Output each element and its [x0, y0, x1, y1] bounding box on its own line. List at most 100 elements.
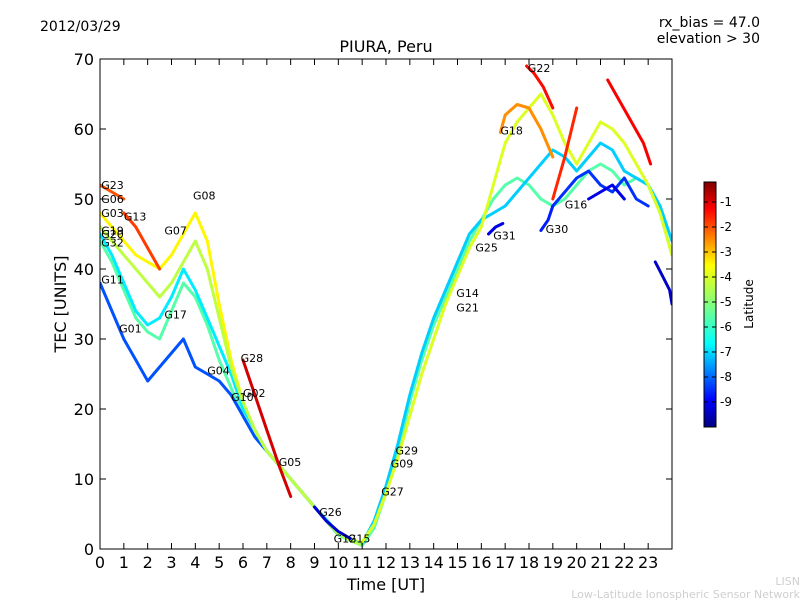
x-tick-label: 2 — [143, 553, 153, 572]
x-tick-label: 1 — [119, 553, 129, 572]
x-tick-label: 18 — [519, 553, 539, 572]
series-track-17 — [606, 78, 653, 166]
elevation-label: elevation > 30 — [657, 31, 760, 47]
satellite-label-g28: G28 — [241, 352, 264, 365]
x-tick-label: 10 — [328, 553, 348, 572]
plot-frame — [99, 58, 673, 550]
series-track-10 — [360, 141, 672, 545]
x-tick-label: 13 — [400, 553, 420, 572]
x-tick-label: 16 — [471, 553, 491, 572]
satellite-label-g01: G01 — [119, 323, 142, 336]
y-tick-label: 30 — [74, 330, 94, 349]
series-track-11 — [360, 92, 672, 544]
satellite-label-g22: G22 — [528, 62, 551, 75]
y-tick-label: 10 — [74, 470, 94, 489]
axis-ticks: 0 1 2 3 4 5 6 7 8 9 10 11 12 13 14 15 16 17 18 19 20 21 22 2301… — [74, 50, 672, 572]
watermark-lisn-full: Low-Latitude Ionospheric Sensor Network — [571, 588, 800, 600]
satellite-label-g08: G08 — [193, 190, 216, 203]
series-track-6 — [100, 183, 126, 201]
satellite-label-g07: G07 — [164, 225, 187, 238]
series-track-8 — [313, 505, 352, 540]
satellite-label-g26: G26 — [319, 506, 342, 519]
series-track-19 — [539, 204, 555, 232]
series-track-20 — [487, 222, 505, 236]
x-tick-label: 14 — [423, 553, 443, 572]
colorbar-tick-label: -9 — [720, 395, 732, 409]
x-tick-label: 9 — [309, 553, 319, 572]
satellite-label-g18: G18 — [500, 124, 523, 137]
colorbar-tick-label: -2 — [720, 220, 732, 234]
satellite-label-g21: G21 — [456, 302, 479, 315]
y-tick-label: 50 — [74, 190, 94, 209]
x-tick-label: 7 — [262, 553, 272, 572]
rx-bias-label: rx_bias = 47.0 — [659, 15, 760, 31]
satellite-label-g13: G13 — [124, 211, 147, 224]
satellite-label-g12: G12 — [334, 533, 357, 546]
series-track-13 — [525, 64, 555, 110]
series-track-9 — [360, 162, 672, 547]
satellite-label-g16: G16 — [565, 199, 588, 212]
x-tick-label: 23 — [638, 553, 658, 572]
colorbar-label: Latitude — [742, 279, 756, 328]
x-tick-label: 3 — [166, 553, 176, 572]
satellite-label-g06: G06 — [101, 193, 124, 206]
satellite-label-g29: G29 — [396, 444, 419, 457]
x-tick-label: 11 — [352, 553, 372, 572]
x-tick-label: 8 — [286, 553, 296, 572]
x-tick-label: 12 — [376, 553, 396, 572]
colorbar-ticks: -1 -2 -3 -4 -5 -6 -7 -8 -9 — [704, 195, 732, 409]
satellite-label-g19: G19 — [101, 225, 124, 238]
satellite-label-g05: G05 — [279, 456, 302, 469]
satellite-label-g15: G15 — [348, 533, 371, 546]
satellite-label-g02: G02 — [243, 387, 266, 400]
x-tick-label: 5 — [214, 553, 224, 572]
colorbar-tick-label: -6 — [720, 320, 732, 334]
series-track-16 — [587, 183, 626, 201]
series-track-12 — [498, 103, 555, 159]
satellite-label-g17: G17 — [164, 309, 187, 322]
y-axis-label: TEC [UNITS] — [51, 256, 70, 354]
series-track-14 — [551, 106, 579, 201]
colorbar-tick-label: -3 — [720, 245, 732, 259]
satellite-label-g25: G25 — [475, 241, 498, 254]
colorbar-tick-label: -4 — [720, 270, 732, 284]
y-tick-label: 20 — [74, 400, 94, 419]
colorbar-tick-label: -8 — [720, 370, 732, 384]
x-tick-label: 21 — [590, 553, 610, 572]
watermark-lisn: LISN — [775, 575, 800, 588]
series-track-7 — [241, 358, 293, 498]
x-tick-label: 0 — [95, 553, 105, 572]
colorbar-tick-label: -5 — [720, 295, 732, 309]
x-tick-label: 20 — [566, 553, 586, 572]
series-track-5 — [122, 211, 162, 271]
series-track-18 — [653, 260, 672, 306]
satellite-label-g10: G10 — [231, 391, 254, 404]
x-tick-label: 19 — [543, 553, 563, 572]
satellite-label-g23: G23 — [101, 179, 124, 192]
satellite-label-g14: G14 — [456, 287, 479, 300]
satellite-label-g11: G11 — [101, 274, 124, 287]
x-tick-label: 15 — [447, 553, 467, 572]
x-axis-label: Time [UT] — [346, 575, 425, 594]
satellite-label-g27: G27 — [381, 486, 404, 499]
colorbar-tick-label: -1 — [720, 195, 732, 209]
satellite-label-g09: G09 — [391, 458, 414, 471]
x-tick-label: 22 — [614, 553, 634, 572]
satellite-label-g31: G31 — [493, 229, 516, 242]
y-tick-label: 70 — [74, 50, 94, 69]
chart-title: PIURA, Peru — [339, 37, 432, 56]
satellite-label-g03: G03 — [101, 207, 124, 220]
colorbar — [703, 181, 717, 428]
series-track-15 — [551, 169, 650, 208]
satellite-label-g20: G20 — [101, 228, 124, 241]
y-tick-label: 0 — [84, 540, 94, 559]
date-label: 2012/03/29 — [40, 19, 121, 35]
x-tick-label: 4 — [190, 553, 200, 572]
satellite-label-g04: G04 — [207, 365, 230, 378]
series-layer — [100, 64, 672, 547]
y-tick-label: 40 — [74, 260, 94, 279]
satellite-label-g30: G30 — [546, 223, 569, 236]
x-tick-label: 6 — [238, 553, 248, 572]
